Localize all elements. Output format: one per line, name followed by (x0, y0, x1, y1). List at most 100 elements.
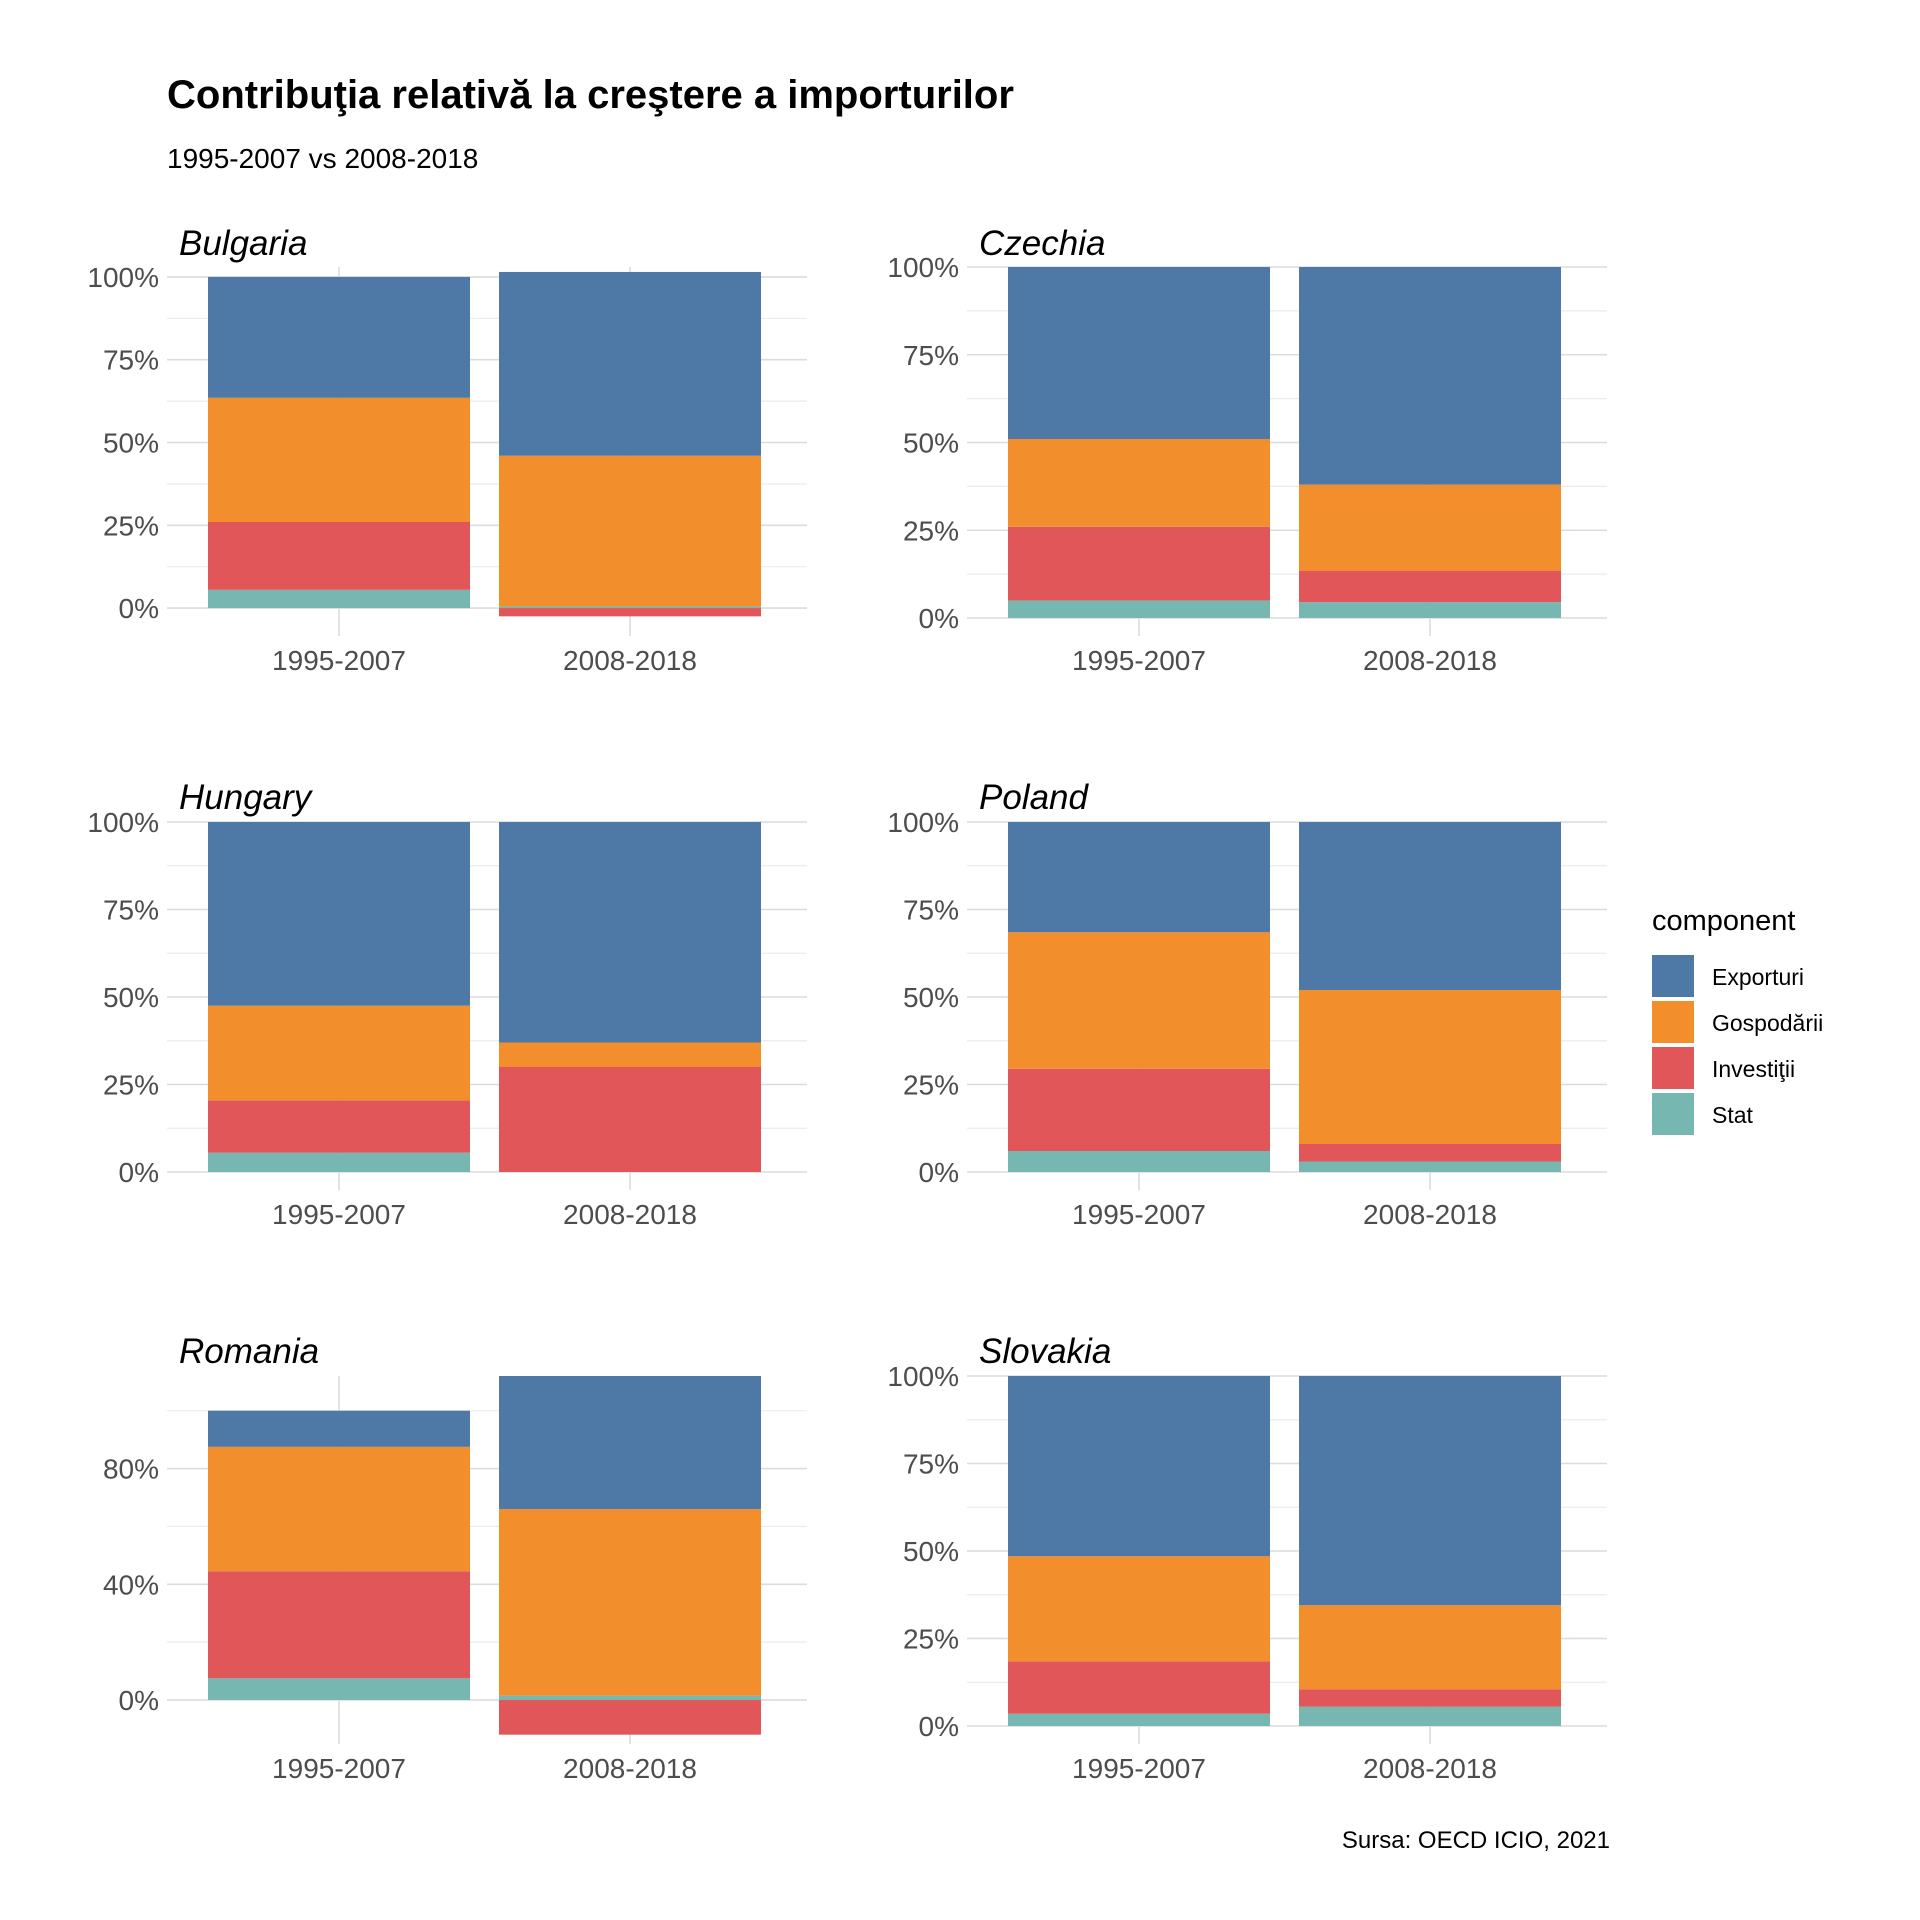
y-tick-label: 50% (903, 1536, 959, 1567)
bar-segment-exporturi-2008-2018 (499, 822, 761, 1043)
bar-segment-gospodarii-2008-2018 (499, 1509, 761, 1696)
bar-segment-stat-2008-2018 (499, 1695, 761, 1700)
facet-panels: Bulgaria 0% 25% 50% 75% 100% 1995-2007 2008-201… (87, 224, 1607, 1784)
bar-segment-gospodarii-2008-2018 (1299, 484, 1561, 571)
bar-segment-gospodarii-1995-2007 (1008, 438, 1270, 527)
y-tick-label: 75% (103, 345, 159, 376)
x-tick-label: 2008-2018 (563, 1753, 697, 1784)
x-tick-label: 1995-2007 (272, 1753, 406, 1784)
panel-title: Poland (979, 778, 1090, 817)
bar-segment-stat-2008-2018 (1299, 1161, 1561, 1172)
bar-segment-stat-1995-2007 (208, 1678, 470, 1700)
y-tick-label: 50% (103, 982, 159, 1013)
bar-segment-gospodarii-2008-2018 (499, 455, 761, 607)
panel-title: Bulgaria (179, 224, 307, 263)
bar-segment-investitii-2008-2018 (499, 608, 761, 617)
y-tick-label: 100% (887, 807, 959, 838)
bar-segment-stat-2008-2018 (499, 606, 761, 609)
x-tick-label: 1995-2007 (1072, 1753, 1206, 1784)
bar-segment-exporturi-1995-2007 (1008, 822, 1270, 933)
bar-segment-stat-2008-2018 (1299, 602, 1561, 618)
bar-segment-exporturi-1995-2007 (208, 276, 470, 398)
y-tick-label: 100% (87, 262, 159, 293)
bar-segment-exporturi-2008-2018 (499, 271, 761, 456)
panel-hungary: Hungary 0% 25% 50% 75% 100% 1995-2007 2008-2018 (87, 778, 807, 1230)
y-tick-label: 75% (903, 1449, 959, 1480)
y-tick-label: 0% (919, 1157, 959, 1188)
y-tick-label: 100% (887, 1361, 959, 1392)
panel-title: Slovakia (979, 1332, 1111, 1371)
panel-czechia: Czechia 0% 25% 50% 75% 100% 1995-2007 2008-2018 (887, 224, 1607, 676)
bar-segment-investitii-1995-2007 (208, 521, 470, 590)
source-caption: Sursa: OECD ICIO, 2021 (1342, 1827, 1610, 1854)
bar-segment-gospodarii-2008-2018 (499, 1042, 761, 1067)
bar-segment-investitii-2008-2018 (1299, 1144, 1561, 1162)
bar-segment-exporturi-2008-2018 (1299, 1376, 1561, 1606)
y-tick-label: 80% (103, 1454, 159, 1485)
bar-segment-gospodarii-1995-2007 (208, 397, 470, 522)
bar-segment-exporturi-2008-2018 (1299, 267, 1561, 485)
legend-label-exporturi: Exporturi (1712, 964, 1804, 990)
y-tick-label: 75% (103, 895, 159, 926)
y-tick-label: 40% (103, 1569, 159, 1600)
bar-segment-exporturi-2008-2018 (499, 1376, 761, 1510)
bar-segment-stat-1995-2007 (1008, 1151, 1270, 1172)
y-tick-label: 100% (87, 807, 159, 838)
bar-segment-gospodarii-2008-2018 (1299, 1605, 1561, 1690)
panel-bulgaria: Bulgaria 0% 25% 50% 75% 100% 1995-2007 2008-201… (87, 224, 807, 676)
x-tick-label: 1995-2007 (1072, 1199, 1206, 1230)
y-tick-label: 50% (903, 428, 959, 459)
legend-label-investitii: Investiţii (1712, 1056, 1795, 1082)
x-tick-label: 1995-2007 (272, 1199, 406, 1230)
panel-title: Hungary (179, 778, 314, 817)
bar-segment-investitii-2008-2018 (1299, 570, 1561, 603)
bar-segment-investitii-2008-2018 (499, 1067, 761, 1172)
x-tick-label: 2008-2018 (1363, 1199, 1497, 1230)
y-tick-label: 0% (919, 603, 959, 634)
panel-romania: Romania 0% 40% 80% 1995-2007 2008-2018 (103, 1332, 807, 1784)
bar-segment-gospodarii-1995-2007 (208, 1446, 470, 1572)
x-tick-label: 2008-2018 (1363, 1753, 1497, 1784)
bar-segment-stat-1995-2007 (208, 589, 470, 609)
y-tick-label: 0% (119, 1685, 159, 1716)
bar-segment-investitii-1995-2007 (1008, 526, 1270, 601)
bar-segment-gospodarii-1995-2007 (1008, 932, 1270, 1069)
bar-segment-exporturi-1995-2007 (1008, 1376, 1270, 1557)
y-tick-label: 25% (903, 515, 959, 546)
bar-segment-exporturi-1995-2007 (208, 1410, 470, 1447)
legend-key-gospodarii (1652, 1001, 1694, 1043)
panel-title: Czechia (979, 224, 1105, 263)
legend-key-stat (1652, 1093, 1694, 1135)
x-tick-label: 1995-2007 (1072, 645, 1206, 676)
bar-segment-stat-2008-2018 (1299, 1706, 1561, 1726)
legend-key-exporturi (1652, 955, 1694, 997)
bar-segment-investitii-2008-2018 (1299, 1689, 1561, 1707)
y-tick-label: 0% (119, 593, 159, 624)
chart-title: Contribuţia relativă la creştere a impor… (167, 73, 1014, 117)
bar-segment-gospodarii-2008-2018 (1299, 990, 1561, 1144)
x-tick-label: 1995-2007 (272, 645, 406, 676)
x-tick-label: 2008-2018 (1363, 645, 1497, 676)
panel-poland: Poland 0% 25% 50% 75% 100% 1995-2007 2008-2018 (887, 778, 1607, 1230)
bar-segment-gospodarii-1995-2007 (208, 1005, 470, 1101)
bar-segment-gospodarii-1995-2007 (1008, 1556, 1270, 1662)
panel-slovakia: Slovakia 0% 25% 50% 75% 100% 1995-2007 2008-201… (887, 1332, 1607, 1784)
bar-segment-investitii-2008-2018 (499, 1699, 761, 1735)
bar-segment-stat-1995-2007 (1008, 1713, 1270, 1726)
y-tick-label: 50% (903, 982, 959, 1013)
y-tick-label: 100% (887, 252, 959, 283)
y-tick-label: 75% (903, 895, 959, 926)
bar-segment-exporturi-1995-2007 (1008, 267, 1270, 439)
bar-segment-stat-1995-2007 (208, 1152, 470, 1172)
panel-title: Romania (179, 1332, 319, 1371)
y-tick-label: 25% (103, 1070, 159, 1101)
y-tick-label: 25% (103, 510, 159, 541)
y-tick-label: 0% (119, 1157, 159, 1188)
x-tick-label: 2008-2018 (563, 1199, 697, 1230)
y-tick-label: 0% (919, 1711, 959, 1742)
y-tick-label: 75% (903, 340, 959, 371)
legend: component Exporturi Gospodării Investiţii S… (1652, 905, 1823, 1135)
y-tick-label: 25% (903, 1070, 959, 1101)
bar-segment-investitii-1995-2007 (208, 1100, 470, 1153)
bar-segment-investitii-1995-2007 (1008, 1068, 1270, 1151)
